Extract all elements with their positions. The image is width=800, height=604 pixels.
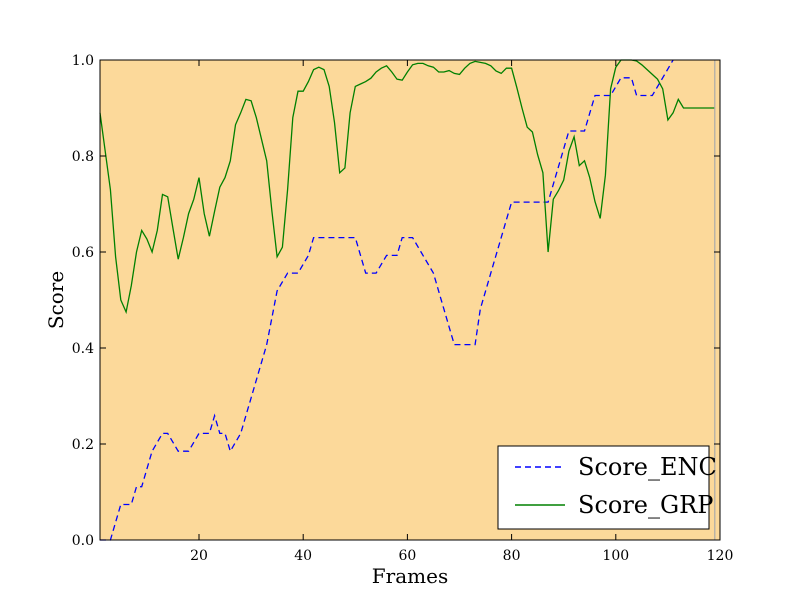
plot-frame: [99, 59, 721, 541]
ticks-layer: 20 40 60 80 100 120 0.0 0.2 0.4 0.6 0.8 1.0: [72, 53, 734, 564]
series-layer: [99, 59, 716, 541]
legend: Score_ENC Score_GRP: [497, 445, 717, 530]
y-tick-label-0.6: 0.6: [72, 245, 94, 261]
x-tick-label-80: 80: [503, 548, 521, 564]
x-tick-label-60: 60: [398, 548, 416, 564]
legend-box: [497, 445, 710, 530]
x-axis-label: Frames: [372, 564, 448, 588]
y-tick-label-0.2: 0.2: [72, 437, 94, 453]
y-tick-label-0.0: 0.0: [72, 533, 94, 549]
legend-label-score-enc: Score_ENC: [578, 453, 717, 481]
series-line-score-enc: [100, 59, 674, 541]
x-tick-label-100: 100: [602, 548, 629, 564]
y-tick-label-1.0: 1.0: [72, 53, 94, 69]
legend-label-score-grp: Score_GRP: [578, 491, 713, 519]
x-tick-label-120: 120: [707, 548, 734, 564]
y-tick-label-0.8: 0.8: [72, 149, 94, 165]
x-tick-label-20: 20: [190, 548, 208, 564]
y-tick-label-0.4: 0.4: [72, 341, 94, 357]
series-line-score-grp: [99, 59, 715, 315]
x-tick-label-40: 40: [294, 548, 312, 564]
y-axis-label: Score: [44, 271, 68, 329]
